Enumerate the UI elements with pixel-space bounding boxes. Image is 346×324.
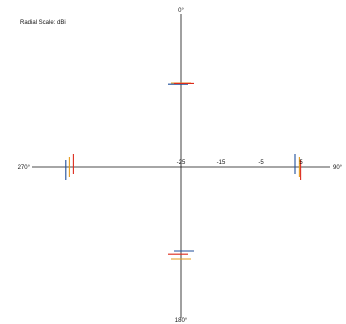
radial-tick-label: 5 xyxy=(299,160,303,166)
data-marks xyxy=(65,82,302,260)
radial-tick-label: -15 xyxy=(217,160,226,166)
angle-label: 0° xyxy=(178,8,184,14)
chart-title: Radial Scale: dBi xyxy=(20,20,66,26)
angle-label: 180° xyxy=(175,318,188,324)
polar-axes xyxy=(32,14,330,318)
angle-label: 270° xyxy=(18,165,31,171)
radial-tick-label: -5 xyxy=(258,160,264,166)
axis-labels: -25 -15 -5 5 0° 90° 180° 270° xyxy=(18,8,343,324)
radial-tick-label: -25 xyxy=(177,160,186,166)
angle-label: 90° xyxy=(333,165,343,171)
